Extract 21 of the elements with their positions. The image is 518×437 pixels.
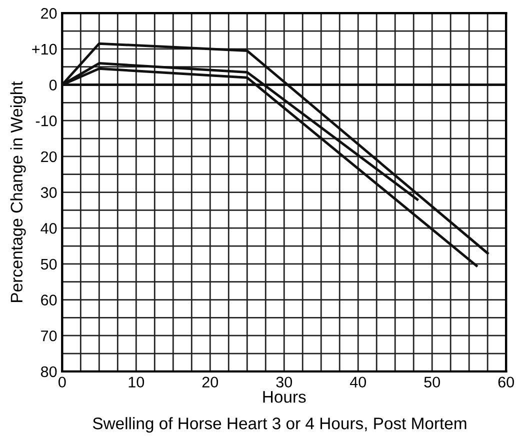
y-tick-label: 40 — [40, 222, 57, 234]
y-tick-label: 30 — [40, 187, 57, 198]
x-tick-label: 40 — [350, 376, 366, 388]
x-tick-label: 30 — [276, 376, 292, 388]
y-tick-label: 50 — [40, 258, 57, 270]
y-axis-title: Percentage Change in Weight — [10, 81, 26, 302]
x-tick-label: 10 — [128, 376, 144, 388]
y-tick-label: 20 — [41, 151, 57, 162]
text: Swelling of Horse Heart 3 or 4 Hours, Post Mortem — [92, 417, 466, 433]
x-tick-label: 50 — [424, 376, 440, 388]
y-tick-label: 80 — [40, 366, 57, 378]
y-tick-label: 0 — [49, 80, 57, 90]
y-tick-label: -10 — [36, 115, 57, 126]
x-tick-label: 20 — [202, 376, 218, 388]
y-tick-label: 60 — [41, 294, 57, 306]
x-tick-label: 60 — [498, 376, 514, 388]
x-tick-label: 0 — [58, 376, 66, 388]
x-axis-title: Hours — [263, 391, 306, 403]
y-tick-label: 70 — [41, 330, 57, 342]
y-tick-label: +10 — [32, 44, 57, 55]
y-tick-label: 20 — [41, 8, 57, 19]
